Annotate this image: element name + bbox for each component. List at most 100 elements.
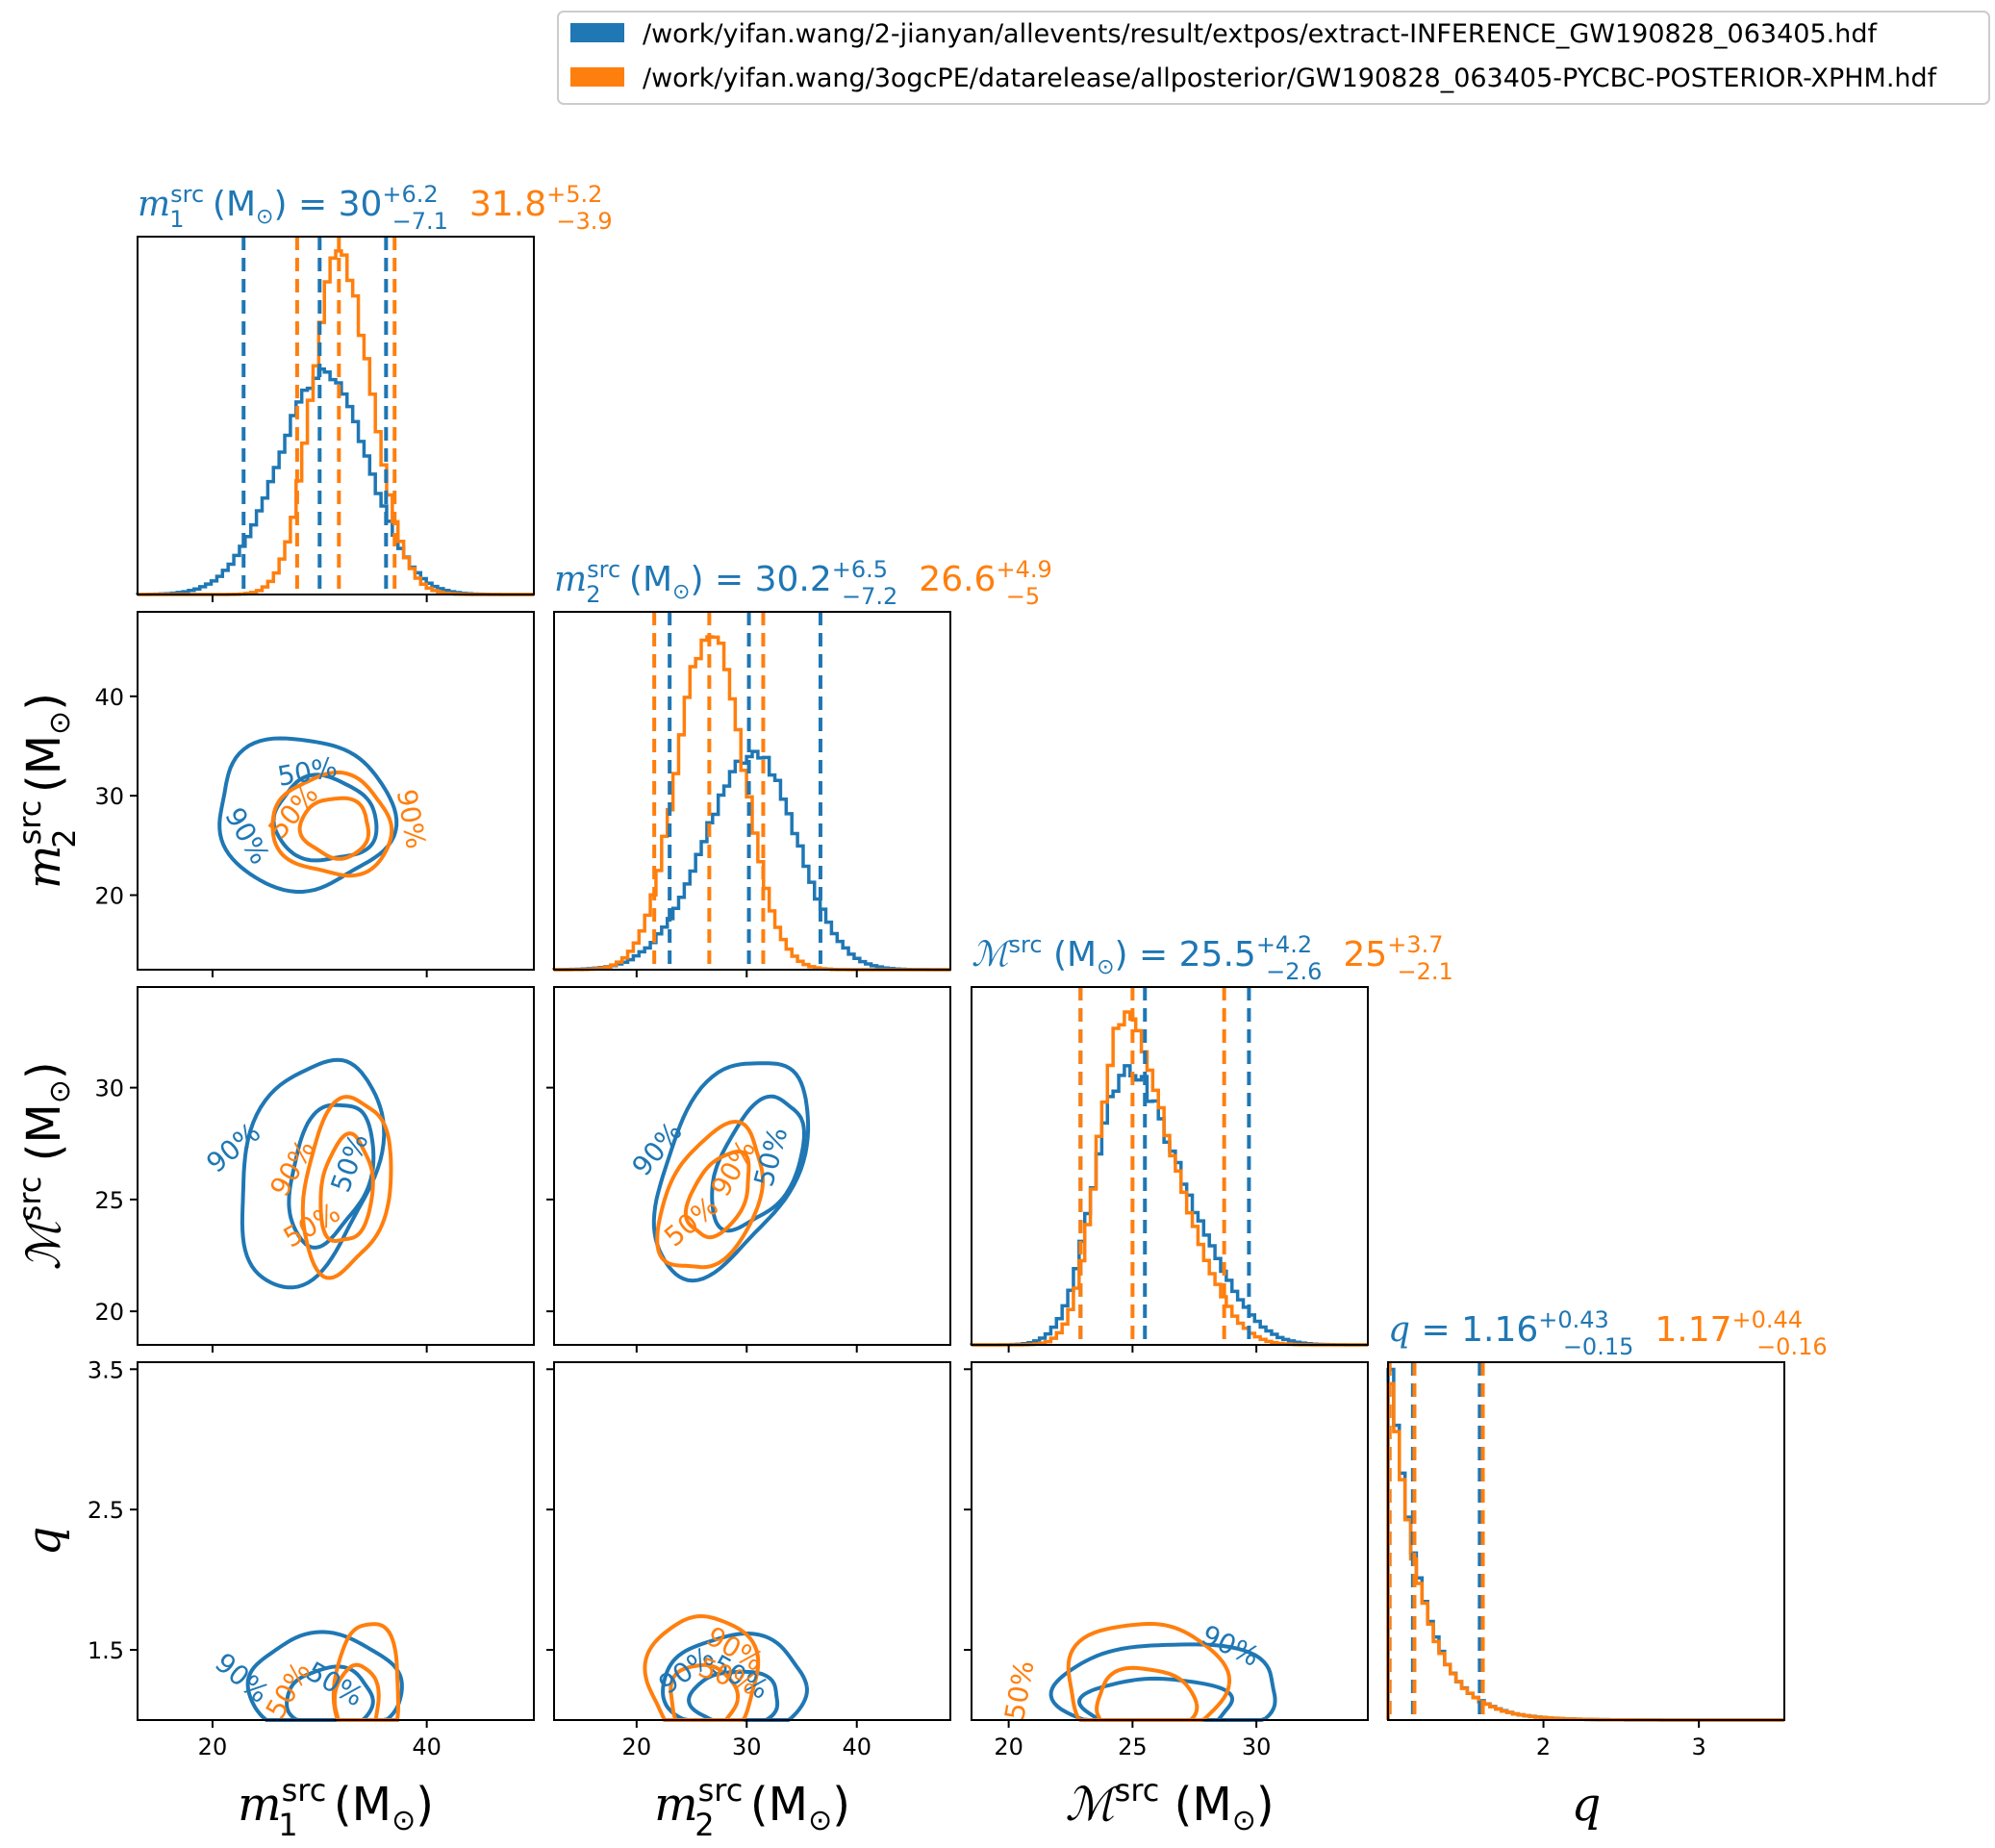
x-axis-label-m2-sup: src <box>698 1772 744 1809</box>
title-unit-close-m1: ) <box>273 185 287 224</box>
x-tick-label-m1-1: 40 <box>412 1734 442 1760</box>
title-unit-sun-m2: ⊙ <box>672 580 690 604</box>
title-reset-mc <box>1043 935 1053 975</box>
y-axis-label-mc-unit-close: ) <box>17 1061 71 1079</box>
y-tick-label-q-0: 1.5 <box>88 1637 124 1664</box>
x-axis-label-m2-unit: (M <box>736 1778 808 1832</box>
y-axis-label-m2-symbol: m <box>17 845 71 889</box>
legend: /work/yifan.wang/2-jianyan/allevents/res… <box>557 11 1990 105</box>
y-axis-label-q: q <box>17 1527 71 1557</box>
x-axis-label-m1-unit-sun: ⊙ <box>391 1804 416 1837</box>
y-axis-label-m2-unit: (M <box>17 735 71 807</box>
histogram-line-m2-series2 <box>552 635 950 972</box>
panel-frame-0-3 <box>137 1361 535 1721</box>
title-unit-sun-mc: ⊙ <box>1097 955 1114 979</box>
x-axis-label-m2-sub: 2 <box>694 1807 714 1843</box>
y-tick-label-m2-0: 20 <box>94 883 124 910</box>
y-axis-label-m2-sub: 2 <box>46 828 83 848</box>
panel-frame-1-1 <box>553 611 951 971</box>
panel-frame-2-2 <box>971 986 1369 1346</box>
contour-m1-m2-series2-90 <box>270 770 394 878</box>
title-median-series2-m1: 31.8 <box>469 185 546 224</box>
title-minus-series2-q: −0.16 <box>1756 1333 1828 1360</box>
x-tick-label-m2-1: 30 <box>732 1734 762 1760</box>
contour-panel-m1-mc: 90% 50%90%50% <box>200 1057 393 1290</box>
title-plus-series1-m2: +6.5 <box>832 556 888 583</box>
contour-m1-mc-series2-90 <box>300 1095 393 1280</box>
contour-m1-mc-series1-50 <box>287 1102 376 1250</box>
histogram-line-m1-series2 <box>138 249 534 596</box>
title-unit-sun-m1: ⊙ <box>256 205 273 229</box>
title-plus-series2-mc: +3.7 <box>1387 931 1443 958</box>
legend-swatch-series1 <box>570 23 624 42</box>
title-median-series2-mc: 25 <box>1343 935 1387 975</box>
y-axis-label-m2-unit-close: ) <box>17 693 71 711</box>
legend-entry-series1: /work/yifan.wang/2-jianyan/allevents/res… <box>643 19 1878 49</box>
y-axis-label-m2: msrc2 (M⊙) <box>12 693 83 889</box>
x-tick-label-m1-0: 20 <box>198 1734 228 1760</box>
title-plus-series2-m2: +4.9 <box>996 556 1051 583</box>
y-tick-label-mc-0: 20 <box>94 1299 124 1326</box>
panel-frame-0-2 <box>137 986 535 1346</box>
contour-label-mc-q-0: 90% <box>1197 1619 1264 1673</box>
title-median-series1-q: 1.16 <box>1461 1310 1538 1350</box>
panel-frame-0-1 <box>137 611 535 971</box>
y-axis-label-mc-unit: (M <box>17 1103 71 1176</box>
title-unit-m2: (M <box>629 560 672 599</box>
title-sub-m2: 2 <box>586 581 600 608</box>
panel-title-m2: msrc 2 (M⊙) = 30.2+6.5 −7.2 26.6+4.9 −5 <box>554 556 1052 610</box>
histogram-line-m2-series1 <box>552 749 950 972</box>
contour-panel-m2-q: 90%50%90%50% <box>643 1613 810 1722</box>
contour-m1-mc-series2-50 <box>318 1131 375 1244</box>
title-median-series2-q: 1.17 <box>1654 1310 1731 1350</box>
title-unit-close-m2: ) <box>690 560 703 599</box>
contour-label-m1-mc-0: 90% <box>200 1116 266 1178</box>
contour-panel-m1-q: 90% 50%50% <box>209 1622 404 1724</box>
title-unit-m1: (M <box>213 185 256 224</box>
title-sup-mc: src <box>1009 931 1043 958</box>
y-axis-label-mc-unit-sun: ⊙ <box>43 1079 77 1103</box>
x-tick-label-m2-2: 40 <box>842 1734 871 1760</box>
x-axis-label-m2-symbol: m <box>654 1778 698 1832</box>
y-tick-label-m2-2: 40 <box>94 684 124 711</box>
contour-label-m1-mc-2: 90% <box>264 1134 321 1202</box>
title-symbol-q: q <box>1388 1310 1410 1350</box>
panel-frame-1-2 <box>553 986 951 1346</box>
x-axis-label-q: q <box>1572 1778 1602 1832</box>
y-tick-label-m2-1: 30 <box>94 783 124 810</box>
panel-frame-3-3 <box>1387 1361 1785 1721</box>
x-axis-label-m2: msrc 2 (M⊙) <box>654 1772 850 1843</box>
x-axis-label-mc-unit-sun: ⊙ <box>1232 1804 1256 1837</box>
legend-entry-series2: /work/yifan.wang/3ogcPE/datarelease/allp… <box>643 63 1938 93</box>
contour-m2-mc-series1-50 <box>710 1094 807 1233</box>
y-axis-label-m2-sup: src <box>12 800 48 846</box>
title-equals-q: = <box>1410 1310 1461 1350</box>
x-axis-label-m1-sup: src <box>282 1772 327 1809</box>
contour-mc-q-series2-50 <box>1095 1665 1200 1722</box>
y-tick-label-mc-1: 25 <box>94 1187 124 1214</box>
histogram-line-mc-series1 <box>972 1064 1368 1347</box>
title-plus-series2-m1: +5.2 <box>546 181 602 208</box>
y-axis-label-m2-unit-sun: ⊙ <box>43 711 77 735</box>
contour-label-mc-q-1: 50% <box>998 1658 1040 1723</box>
y-tick-label-q-2: 3.5 <box>88 1356 124 1383</box>
title-equals-mc: = <box>1128 935 1179 975</box>
title-median-series1-m1: 30 <box>339 185 383 224</box>
x-axis-label-m2-unit-sun: ⊙ <box>808 1804 832 1837</box>
x-axis-label-m1-sub: 1 <box>278 1807 297 1843</box>
title-minus-series1-q: −0.15 <box>1563 1333 1634 1360</box>
contour-m2-mc-series2-50 <box>683 1149 751 1240</box>
histogram-mc <box>972 987 1368 1347</box>
histogram-line-q-series2 <box>1386 1381 1784 1722</box>
x-tick-label-mc-2: 30 <box>1242 1734 1272 1760</box>
x-axis-label-mc-unit-close: ) <box>1256 1778 1275 1832</box>
title-reset-m1 <box>201 185 212 224</box>
title-unit-close-mc: ) <box>1115 935 1128 975</box>
x-tick-label-q-0: 2 <box>1536 1734 1551 1760</box>
y-axis-label-mc: ℳsrc (M⊙) <box>12 1061 77 1270</box>
histogram-q <box>1386 1362 1784 1722</box>
histogram-m1 <box>136 237 534 596</box>
panel-frame-2-3 <box>971 1361 1369 1721</box>
x-axis-label-mc-sup: src <box>1115 1772 1160 1809</box>
